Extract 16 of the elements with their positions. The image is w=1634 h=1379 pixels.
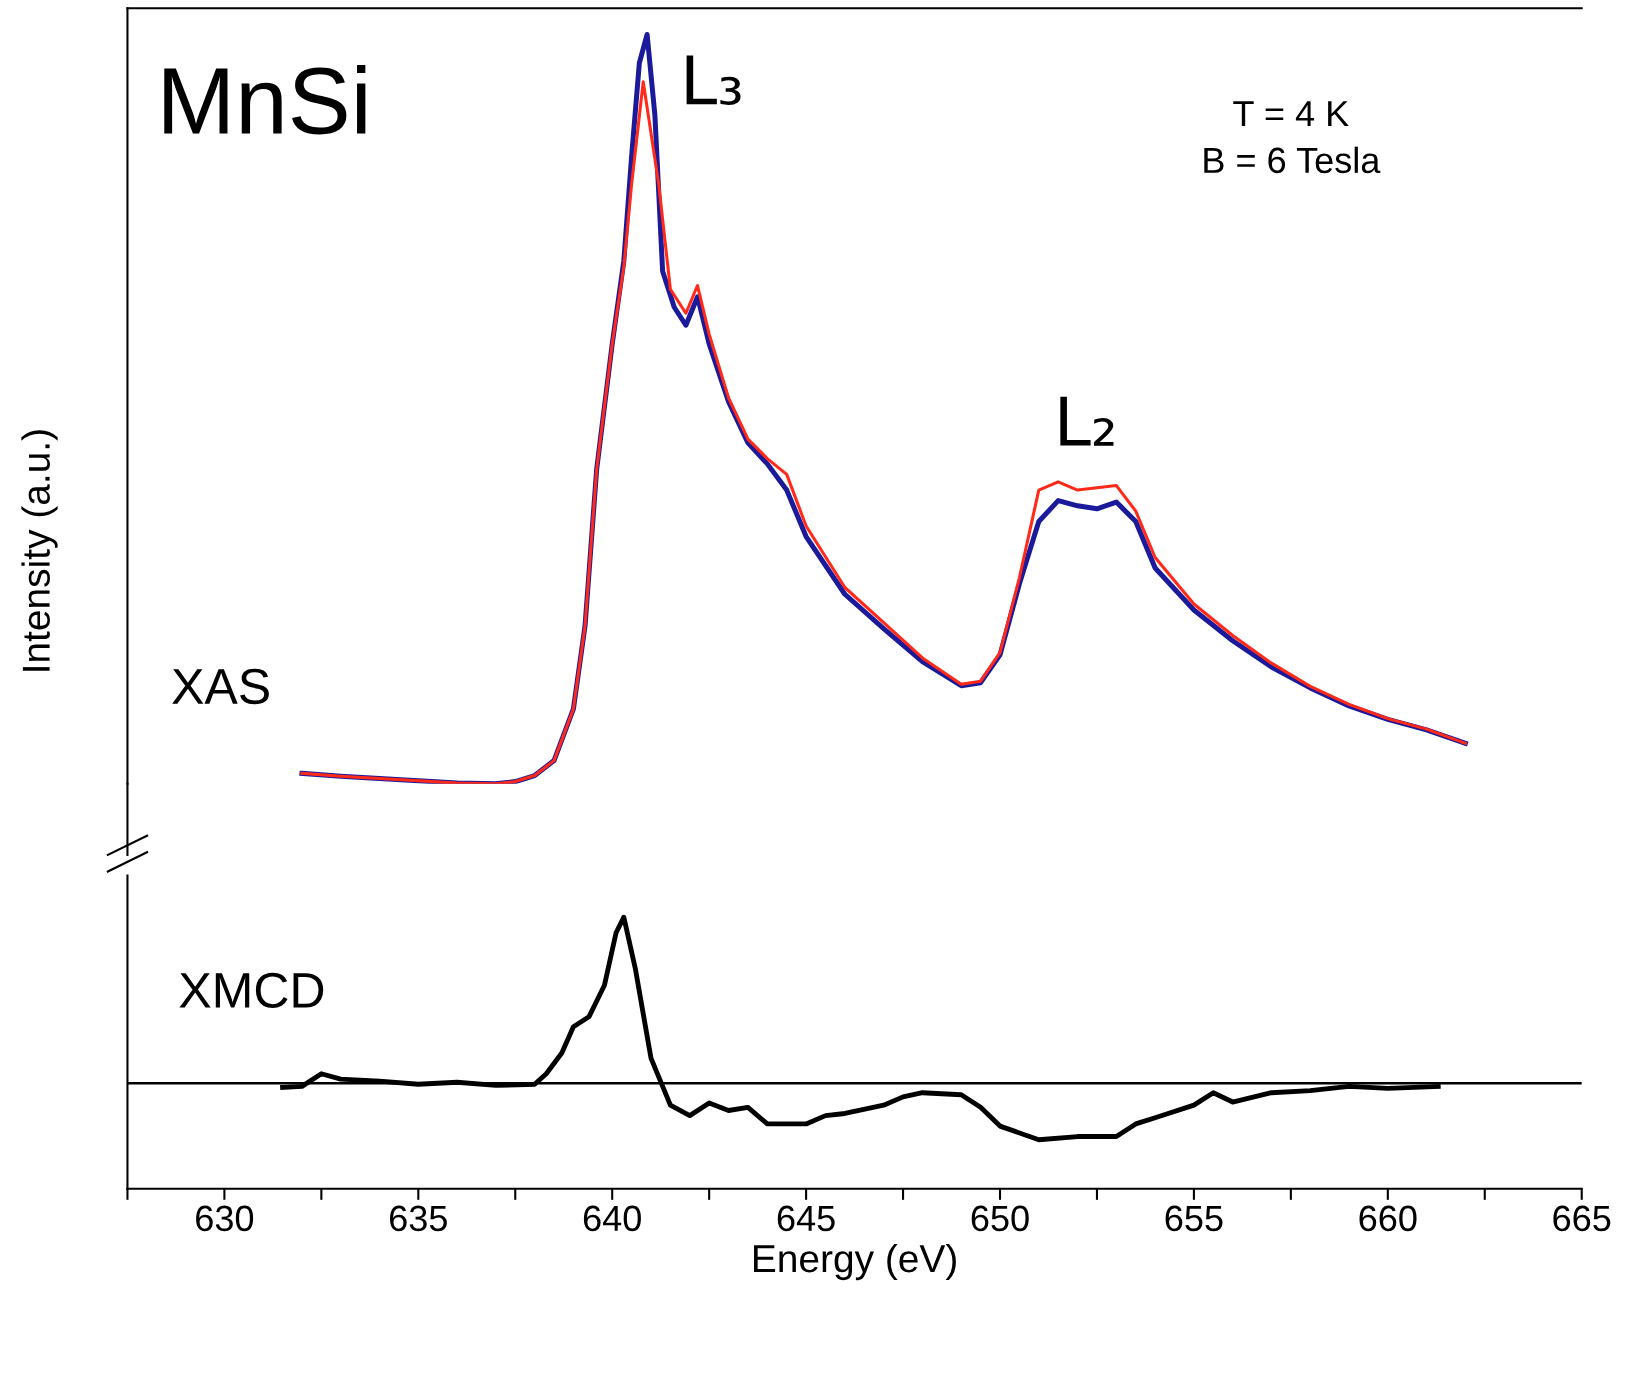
x-axis-title: Energy (eV): [754, 1243, 956, 1281]
annotation: MnSi: [164, 65, 366, 135]
x-tick-label: 635: [390, 1205, 447, 1232]
annotation: XMCD: [179, 972, 324, 1009]
annotation: L₂: [1060, 396, 1114, 446]
x-tick-label: 650: [971, 1205, 1029, 1232]
annotation: T = 4 K B = 6 Tesla: [1204, 101, 1381, 174]
annotation: XAS: [172, 668, 269, 705]
x-tick-label: 645: [777, 1205, 835, 1232]
x-tick-label: 665: [1553, 1205, 1611, 1232]
y-axis-title: Intensity (a.u.): [21, 430, 58, 671]
annotation: L₃: [686, 55, 741, 105]
x-tick-label: 660: [1359, 1205, 1417, 1232]
x-tick-label: 640: [583, 1205, 641, 1232]
x-tick-label: 655: [1165, 1205, 1223, 1232]
x-tick-label: 630: [196, 1205, 254, 1232]
